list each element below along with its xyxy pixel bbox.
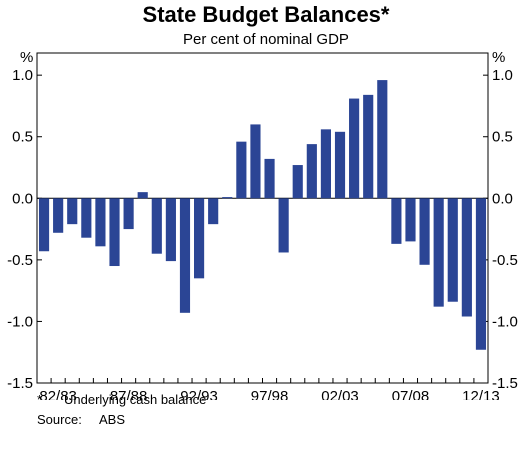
y-tick-label-left: -0.5 bbox=[7, 252, 33, 269]
y-tick-label-right: 1.0 bbox=[492, 67, 513, 84]
bar bbox=[447, 198, 458, 302]
y-tick-label-right: -1.5 bbox=[492, 375, 518, 392]
bar bbox=[95, 198, 106, 247]
bar bbox=[363, 94, 374, 199]
bar bbox=[250, 124, 261, 199]
x-tick-label: 87/88 bbox=[110, 388, 148, 400]
y-tick-label-right: 0.0 bbox=[492, 190, 513, 207]
x-tick-label: 07/08 bbox=[392, 388, 430, 400]
bar bbox=[334, 131, 346, 199]
bar bbox=[53, 198, 64, 233]
bar bbox=[419, 198, 430, 265]
bar bbox=[461, 198, 472, 317]
bar bbox=[433, 198, 444, 307]
x-tick-label: 82/83 bbox=[39, 388, 77, 400]
bar bbox=[123, 198, 134, 230]
bar bbox=[165, 198, 176, 262]
bar bbox=[292, 165, 303, 199]
y-tick-label-right: -1.0 bbox=[492, 313, 518, 330]
bar bbox=[67, 198, 78, 225]
bar bbox=[151, 198, 162, 254]
bar bbox=[377, 80, 388, 199]
bar bbox=[236, 141, 247, 199]
bar bbox=[391, 198, 402, 244]
bar bbox=[278, 198, 289, 253]
y-tick-label-right: -0.5 bbox=[492, 252, 518, 269]
y-tick-label-left: -1.0 bbox=[7, 313, 33, 330]
y-tick-label-left: 0.5 bbox=[12, 129, 33, 146]
y-tick-label-right: 0.5 bbox=[492, 129, 513, 146]
x-tick-label: 12/13 bbox=[462, 388, 500, 400]
bar bbox=[81, 198, 92, 238]
bar bbox=[137, 192, 148, 199]
chart-subtitle: Per cent of nominal GDP bbox=[183, 31, 349, 48]
bar bbox=[349, 98, 360, 199]
y-tick-label-left: 1.0 bbox=[12, 67, 33, 84]
source-note: Source: ABS bbox=[37, 412, 125, 427]
bar-chart: % % 1.0 1.0 0.5 0.5 0.0 0.0 -0.5 -0.5 -1.0 -1.0 -1… bbox=[7, 49, 518, 400]
bar bbox=[264, 158, 275, 199]
source-text: ABS bbox=[99, 412, 126, 427]
footnote-marker: * bbox=[37, 392, 43, 407]
footnote: * Underlying cash balance bbox=[37, 392, 206, 407]
bar bbox=[475, 198, 487, 350]
x-tick-label: 97/98 bbox=[251, 388, 289, 400]
bar bbox=[109, 198, 120, 267]
x-tick-label: 02/03 bbox=[321, 388, 359, 400]
y-tick-label-left: 0.0 bbox=[12, 190, 33, 207]
bar bbox=[222, 197, 233, 199]
bar bbox=[208, 198, 219, 225]
bar bbox=[38, 198, 50, 252]
footnote-text: Underlying cash balance bbox=[64, 392, 207, 407]
bar bbox=[405, 198, 416, 242]
source-label: Source: bbox=[37, 412, 82, 427]
x-tick-label: 92/93 bbox=[180, 388, 218, 400]
bar bbox=[306, 144, 317, 199]
chart-title: State Budget Balances* bbox=[142, 2, 390, 27]
bar bbox=[194, 198, 205, 279]
bar bbox=[320, 129, 331, 199]
bar bbox=[179, 198, 191, 313]
y-tick-label-left: -1.5 bbox=[7, 375, 33, 392]
y-axis-unit-left: % bbox=[20, 49, 33, 66]
y-axis-unit-right: % bbox=[492, 49, 505, 66]
